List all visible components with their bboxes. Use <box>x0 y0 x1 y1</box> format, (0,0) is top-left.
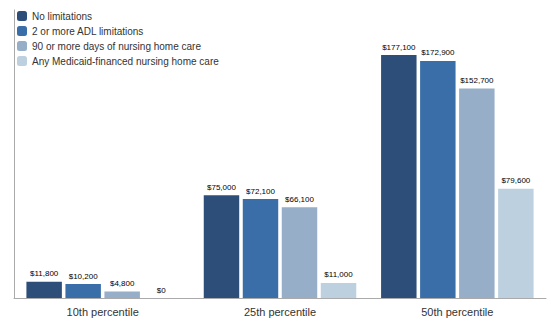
svg-text:$152,700: $152,700 <box>460 76 494 85</box>
svg-text:$11,800: $11,800 <box>30 269 59 278</box>
svg-text:$75,000: $75,000 <box>207 183 236 192</box>
svg-text:$66,100: $66,100 <box>285 195 314 204</box>
svg-text:$11,000: $11,000 <box>324 270 353 279</box>
svg-text:$79,600: $79,600 <box>501 176 530 185</box>
svg-text:25th percentile: 25th percentile <box>244 306 316 318</box>
svg-text:$177,100: $177,100 <box>382 43 416 52</box>
svg-text:2 or more ADL limitations: 2 or more ADL limitations <box>32 26 143 37</box>
svg-text:10th percentile: 10th percentile <box>67 306 139 318</box>
svg-text:No limitations: No limitations <box>32 11 92 22</box>
svg-text:$4,800: $4,800 <box>110 279 135 288</box>
svg-text:$10,200: $10,200 <box>69 272 98 281</box>
svg-text:$172,900: $172,900 <box>421 48 455 57</box>
svg-text:50th percentile: 50th percentile <box>421 306 493 318</box>
svg-text:$0: $0 <box>157 286 166 295</box>
svg-text:Any Medicaid-financed nursing: Any Medicaid-financed nursing home care <box>32 56 219 67</box>
svg-text:90 or more days of nursing hom: 90 or more days of nursing home care <box>32 41 201 52</box>
svg-text:$72,100: $72,100 <box>246 187 275 196</box>
